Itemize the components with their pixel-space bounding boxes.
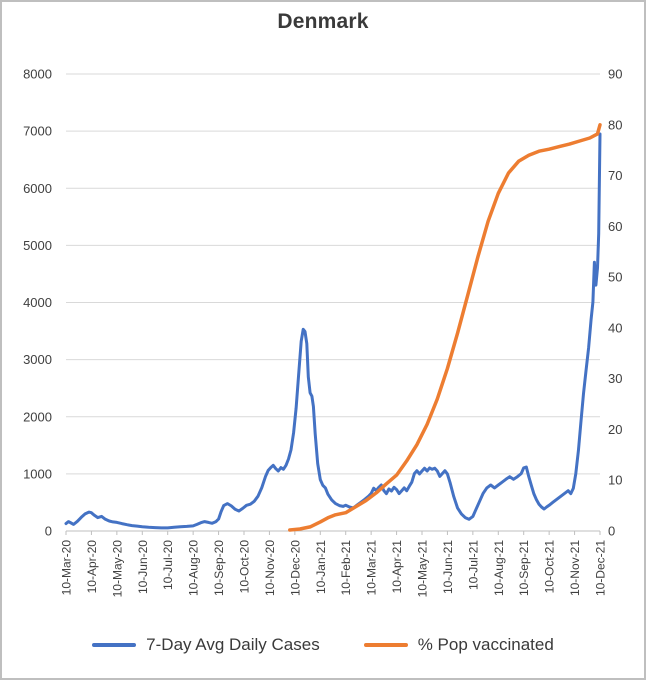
cases-line-swatch-icon [92,643,137,647]
left-axis-tick-label: 1000 [23,466,52,481]
x-axis-tick-label: 10-May-21 [416,540,430,598]
legend-item-vaccinated: % Pop vaccinated [363,635,554,655]
x-axis-tick-label: 10-Mar-21 [365,540,379,596]
legend-item-cases: 7-Day Avg Daily Cases [92,635,320,655]
right-axis-tick-label: 10 [608,473,622,488]
right-axis-tick-label: 20 [608,422,622,437]
right-axis-tick-label: 30 [608,371,622,386]
x-axis-tick-label: 10-Oct-21 [543,540,557,594]
x-axis-tick-label: 10-Sep-21 [517,540,531,596]
left-axis-tick-label: 6000 [23,181,52,196]
x-axis-tick-label: 10-Jul-20 [161,540,175,590]
x-axis-tick-label: 10-Aug-21 [492,540,506,596]
series-line-1 [288,123,602,532]
x-axis-tick-label: 10-May-20 [110,540,124,598]
x-axis-tick-label: 10-Nov-21 [568,540,582,596]
x-axis-tick-label: 10-Apr-21 [390,540,404,594]
x-axis-tick-label: 10-Dec-20 [288,540,302,596]
vaccinated-line-swatch-icon [363,643,408,647]
x-axis-tick-label: 10-Jun-21 [441,540,455,594]
chart-legend: 7-Day Avg Daily Cases % Pop vaccinated [2,635,644,655]
chart-title: Denmark [277,10,369,33]
left-axis-tick-label: 5000 [23,238,52,253]
right-axis-tick-label: 70 [608,168,622,183]
right-axis-tick-label: 40 [608,320,622,335]
x-axis-tick-label: 10-Aug-20 [187,540,201,596]
x-axis-tick-label: 10-Jul-21 [466,540,480,590]
left-axis-tick-label: 7000 [23,124,52,139]
x-axis-tick-label: 10-Nov-20 [263,540,277,596]
legend-label-cases: 7-Day Avg Daily Cases [146,635,320,654]
left-axis-tick-label: 0 [45,524,52,539]
left-axis-tick-label: 4000 [23,295,52,310]
x-axis-tick-label: 10-Apr-20 [85,540,99,594]
legend-label-vaccinated: % Pop vaccinated [417,635,554,654]
x-axis-tick-label: 10-Mar-20 [60,540,74,596]
left-axis-tick-label: 3000 [23,352,52,367]
x-axis-tick-label: 10-Dec-21 [594,540,608,596]
right-axis-tick-label: 0 [608,524,615,539]
x-axis-tick-label: 10-Jun-20 [136,540,150,594]
series-line-0 [64,132,602,530]
x-axis-tick-label: 10-Jan-21 [314,540,328,594]
x-axis-tick-label: 10-Sep-20 [212,540,226,596]
x-axis-tick-label: 10-Oct-20 [238,540,252,594]
right-axis-tick-label: 80 [608,117,622,132]
x-axis-tick-label: 10-Feb-21 [339,540,353,596]
left-axis-tick-label: 8000 [23,67,52,82]
right-axis-tick-label: 60 [608,219,622,234]
left-axis-tick-label: 2000 [23,409,52,424]
right-axis-tick-label: 50 [608,270,622,285]
right-axis-tick-label: 90 [608,67,622,82]
